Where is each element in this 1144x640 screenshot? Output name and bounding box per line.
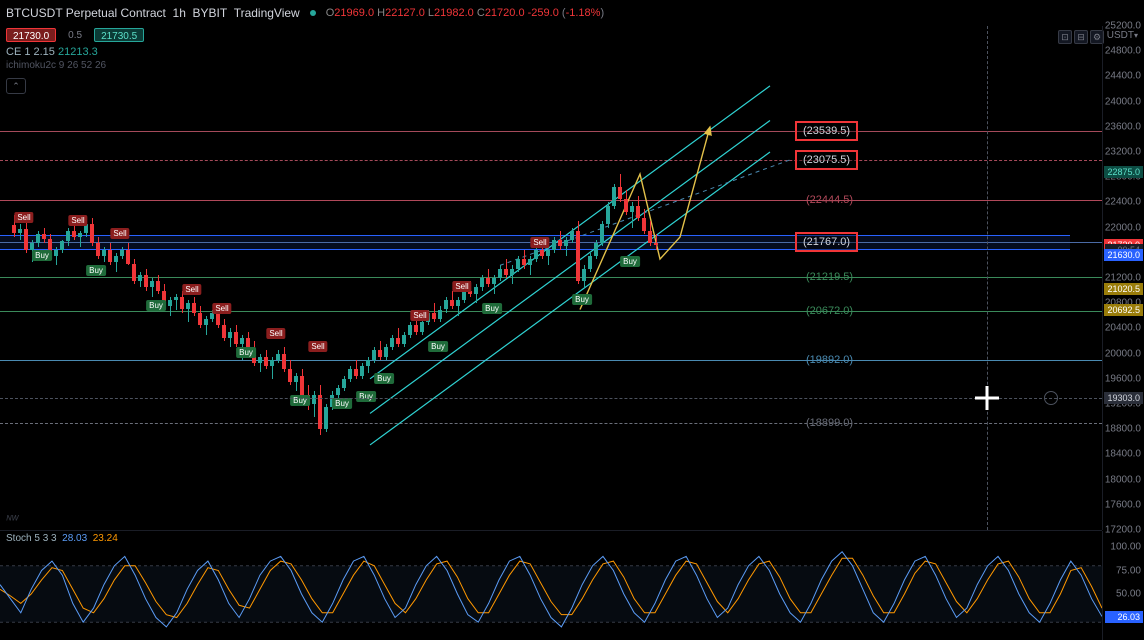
watermark: ᴺᵂ: [6, 514, 18, 526]
main-chart[interactable]: (23539.5)(23075.5)(22444.5)(21767.0)(212…: [0, 26, 1102, 530]
symbol-title[interactable]: BTCUSDT Perpetual Contract 1h BYBIT Trad…: [6, 6, 300, 20]
buy-signal-tag: Buy: [572, 294, 592, 305]
price-tick: 24000.0: [1105, 96, 1141, 107]
price-tick: 25200.0: [1105, 21, 1141, 32]
chart-header: BTCUSDT Perpetual Contract 1h BYBIT Trad…: [0, 0, 1144, 26]
price-tick: 18800.0: [1105, 424, 1141, 435]
price-tick: 22000.0: [1105, 222, 1141, 233]
price-tick: 23600.0: [1105, 121, 1141, 132]
price-axis-tag: 20692.5: [1104, 304, 1143, 316]
stoch-plot: [0, 547, 1102, 640]
sell-signal-tag: Sell: [212, 303, 231, 314]
sell-signal-tag: Sell: [452, 281, 471, 292]
buy-signal-tag: Buy: [32, 250, 52, 261]
ohlc-readout: O21969.0 H22127.0 L21982.0 C21720.0 -259…: [326, 7, 604, 19]
sell-signal-tag: Sell: [410, 310, 429, 321]
crosshair-vertical: [987, 26, 988, 530]
sell-signal-tag: Sell: [266, 328, 285, 339]
price-tick: 22400.0: [1105, 197, 1141, 208]
sell-signal-tag: Sell: [68, 215, 87, 226]
price-tick: 17600.0: [1105, 499, 1141, 510]
sell-signal-tag: Sell: [14, 212, 33, 223]
sell-signal-tag: Sell: [308, 341, 327, 352]
sell-signal-tag: Sell: [530, 237, 549, 248]
status-dot: [310, 10, 316, 16]
buy-signal-tag: Buy: [290, 395, 310, 406]
price-axis-tag: 21020.5: [1104, 283, 1143, 295]
buy-signal-tag: Buy: [428, 341, 448, 352]
price-tick: 20400.0: [1105, 323, 1141, 334]
price-tick: 23200.0: [1105, 147, 1141, 158]
stochastic-panel[interactable]: Stoch 5 3 3 28.03 23.24 100.0075.0050.00…: [0, 530, 1102, 640]
buy-signal-tag: Buy: [332, 398, 352, 409]
sell-signal-tag: Sell: [110, 228, 129, 239]
buy-signal-tag: Buy: [620, 256, 640, 267]
stoch-value-tag: 26.03: [1105, 611, 1143, 623]
price-tick: 18400.0: [1105, 449, 1141, 460]
price-axis-tag: 21630.0: [1104, 249, 1143, 261]
stoch-tick: 100.00: [1110, 542, 1141, 553]
price-axis-tag: 19303.0: [1104, 392, 1143, 404]
price-axis-tag: 22875.0: [1104, 166, 1143, 178]
price-axis[interactable]: 25200.024800.024400.024000.023600.023200…: [1102, 26, 1144, 530]
crosshair-cursor-icon: [975, 386, 999, 410]
visibility-toggle-icon[interactable]: [1044, 391, 1058, 405]
buy-signal-tag: Buy: [86, 265, 106, 276]
buy-signal-tag: Buy: [374, 373, 394, 384]
buy-signal-tag: Buy: [482, 303, 502, 314]
price-tick: 21200.0: [1105, 273, 1141, 284]
buy-signal-tag: Buy: [146, 300, 166, 311]
stoch-tick: 75.00: [1116, 565, 1141, 576]
buy-signal-tag: Buy: [236, 347, 256, 358]
price-tick: 20000.0: [1105, 348, 1141, 359]
stoch-tick: 50.00: [1116, 589, 1141, 600]
price-tick: 19600.0: [1105, 373, 1141, 384]
price-tick: 18000.0: [1105, 474, 1141, 485]
price-tick: 24800.0: [1105, 46, 1141, 57]
crosshair-horizontal: [0, 398, 1102, 399]
price-tick: 24400.0: [1105, 71, 1141, 82]
sell-signal-tag: Sell: [182, 284, 201, 295]
stoch-axis[interactable]: 100.0075.0050.0025.0026.03: [1102, 531, 1144, 640]
stoch-legend[interactable]: Stoch 5 3 3 28.03 23.24: [0, 531, 1102, 546]
